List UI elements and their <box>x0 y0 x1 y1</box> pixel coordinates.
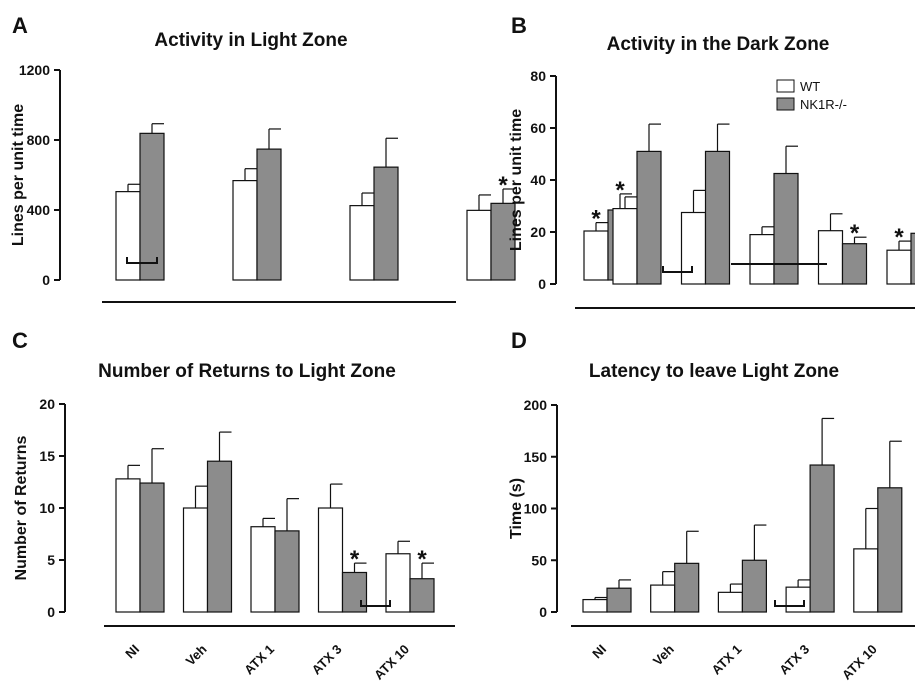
y-tick-label: 40 <box>530 172 546 188</box>
x-tick-label: ATX 1 <box>709 642 745 678</box>
bar <box>182 507 209 613</box>
bar <box>853 548 879 613</box>
bar <box>349 205 375 281</box>
bar <box>741 559 768 613</box>
legend-swatch <box>776 79 795 93</box>
bar <box>206 460 233 613</box>
bar <box>583 230 609 281</box>
y-tick-label: 0 <box>47 604 55 620</box>
bar <box>115 478 141 613</box>
bar <box>785 586 811 613</box>
bar <box>139 482 165 613</box>
bar <box>612 208 638 285</box>
y-axis-label: Number of Returns <box>13 435 30 580</box>
significance-star: * <box>350 546 360 573</box>
chart-title: Number of Returns to Light Zone <box>98 361 396 382</box>
panel-a: A Activity in Light Zone Lines per unit ti… <box>10 13 633 303</box>
panel-b: B Activity in the Dark Zone Lines per unit… <box>508 13 915 309</box>
bar <box>490 202 516 281</box>
significance-star: * <box>417 546 427 573</box>
chart-title: Latency to leave Light Zone <box>589 361 839 382</box>
chart-title: Activity in the Dark Zone <box>607 34 830 55</box>
significance-star: * <box>894 224 904 251</box>
bar <box>409 578 435 613</box>
chart-title: Activity in Light Zone <box>154 30 347 51</box>
bar <box>717 591 744 613</box>
y-tick-label: 15 <box>39 448 55 464</box>
y-tick-label: 50 <box>531 552 547 568</box>
legend-label: WT <box>800 79 820 94</box>
panel-d: D Latency to leave Light Zone Time (s) 0 50 1… <box>508 328 915 683</box>
x-tick-label: Veh <box>183 641 210 668</box>
bar <box>256 148 282 281</box>
bar <box>674 562 700 613</box>
bar <box>650 584 676 613</box>
panel-c: C Number of Returns to Light Zone Number o… <box>12 328 455 683</box>
bar <box>317 507 344 613</box>
panel-letter: A <box>12 13 28 38</box>
panel-letter: B <box>511 13 527 38</box>
bar <box>910 232 915 285</box>
bar <box>582 598 608 613</box>
x-tick-label: NI <box>589 642 609 662</box>
y-axis-label: Lines per unit time <box>508 109 525 251</box>
bar <box>841 243 868 285</box>
y-tick-label: 400 <box>27 202 51 218</box>
bar <box>680 211 707 285</box>
significance-star: * <box>591 206 601 233</box>
panel-letter: D <box>511 328 527 353</box>
bar <box>232 180 258 281</box>
x-tick-label: ATX 10 <box>839 642 880 683</box>
y-tick-label: 20 <box>530 224 546 240</box>
x-tick-label: ATX 10 <box>371 642 412 683</box>
bar <box>466 209 492 281</box>
x-tick-label: ATX 3 <box>309 642 345 678</box>
bar <box>886 249 912 285</box>
bar <box>636 150 662 285</box>
y-tick-label: 0 <box>539 604 547 620</box>
y-tick-label: 5 <box>47 552 55 568</box>
y-axis-label: Time (s) <box>508 478 525 539</box>
y-tick-label: 10 <box>39 500 55 516</box>
y-tick-label: 100 <box>524 501 548 517</box>
y-tick-label: 150 <box>524 449 548 465</box>
bar <box>250 526 276 613</box>
bar <box>606 587 632 613</box>
y-tick-label: 60 <box>530 120 546 136</box>
bracket-marker <box>774 600 805 607</box>
y-axis-label: Lines per unit time <box>10 104 27 246</box>
y-tick-label: 200 <box>524 397 548 413</box>
legend-swatch <box>776 97 795 111</box>
bracket-marker <box>360 600 391 607</box>
bar <box>749 234 775 285</box>
y-tick-label: 80 <box>530 68 546 84</box>
x-tick-label: NI <box>122 642 142 662</box>
y-tick-label: 20 <box>39 396 55 412</box>
bar <box>817 230 844 285</box>
y-tick-label: 800 <box>27 132 51 148</box>
y-tick-label: 0 <box>538 276 546 292</box>
x-tick-label: Veh <box>650 641 677 668</box>
bar <box>274 530 300 613</box>
bar <box>115 191 141 281</box>
legend-label: NK1R-/- <box>800 97 847 112</box>
bar <box>704 150 731 285</box>
significance-star: * <box>850 220 860 247</box>
bar <box>373 166 399 281</box>
bracket-marker <box>662 266 693 273</box>
y-tick-label: 1200 <box>19 62 50 78</box>
bar <box>809 464 835 613</box>
panel-letter: C <box>12 328 28 353</box>
bracket-marker <box>126 257 158 264</box>
bar <box>773 172 799 285</box>
bar <box>877 487 903 613</box>
bar <box>139 132 165 281</box>
x-tick-label: ATX 3 <box>776 642 812 678</box>
x-tick-label: ATX 1 <box>241 642 277 678</box>
y-tick-label: 0 <box>42 272 50 288</box>
significance-star: * <box>615 177 625 204</box>
significance-star: * <box>498 172 508 199</box>
